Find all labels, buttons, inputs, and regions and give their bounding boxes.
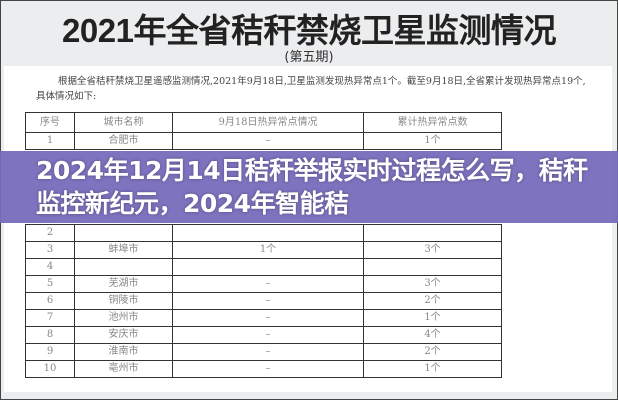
table-cell: 芜湖市 — [74, 275, 173, 293]
table-cell: 2个 — [363, 343, 502, 361]
table-cell: 合肥市 — [74, 132, 173, 150]
table-cell: 淮南市 — [74, 343, 173, 361]
table-cell: 1个 — [172, 241, 364, 259]
column-header: 累计热异常点数 — [363, 112, 502, 133]
table-cell: – — [172, 309, 364, 327]
table-cell — [172, 258, 364, 276]
document-subtitle: (第五期) — [284, 50, 334, 65]
table-cell — [363, 224, 502, 242]
table-cell: – — [172, 292, 364, 310]
table-cell: 亳州市 — [74, 360, 173, 378]
table-cell: 3个 — [363, 241, 502, 259]
table-cell: 2 — [25, 224, 75, 242]
table-cell: 7 — [25, 309, 75, 327]
table-cell: 8 — [25, 326, 75, 344]
table-cell — [172, 224, 364, 242]
headline-text: 2024年12月14日秸秆举报实时过程怎么写，秸秆监控新纪元，2024年智能秸 — [36, 156, 588, 218]
table-row: 8 安庆市 –4个 — [25, 326, 502, 344]
column-header: 序号 — [25, 112, 75, 133]
table-cell: 10 — [25, 360, 75, 378]
table-cell: 6 — [25, 292, 75, 310]
table-cell: 3个 — [363, 275, 502, 293]
intro-paragraph: 根据全省秸秆禁烧卫星遥感监测情况,2021年9月18日,卫星监测发现热异常点1个… — [36, 76, 586, 102]
table-cell: 5 — [25, 275, 75, 293]
column-header: 城市名称 — [74, 112, 173, 133]
headline-banner: 2024年12月14日秸秆举报实时过程怎么写，秸秆监控新纪元，2024年智能秸 — [0, 151, 618, 223]
table-cell: 1个 — [363, 309, 502, 327]
table-cell: 4 — [25, 258, 75, 276]
table-cell: 蚌埠市 — [74, 241, 173, 259]
table-cell — [74, 258, 173, 276]
table-row: 4 — [25, 258, 502, 276]
hotspot-table-top: 序号 城市名称 9月18日热异常点情况 累计热异常点数 1 合肥市 –1个 — [25, 112, 502, 150]
table-row: 6 铜陵市 –2个 — [25, 292, 502, 310]
table-row: 1 合肥市 –1个 — [25, 132, 502, 150]
table-cell: 9 — [25, 343, 75, 361]
table-cell — [363, 258, 502, 276]
table-cell: 池州市 — [74, 309, 173, 327]
table-header-row: 序号 城市名称 9月18日热异常点情况 累计热异常点数 — [25, 112, 502, 133]
table-cell: 3 — [25, 241, 75, 259]
table-cell: – — [172, 275, 364, 293]
table-cell: 1个 — [363, 360, 502, 378]
table-cell: – — [172, 360, 364, 378]
document-title: 2021年全省秸秆禁烧卫星监测情况 — [62, 12, 556, 49]
table-row: 2 — [25, 224, 502, 242]
table-row: 7 池州市 –1个 — [25, 309, 502, 327]
table-cell: 1个 — [363, 132, 502, 150]
table-cell: 1 — [25, 132, 75, 150]
table-cell: 铜陵市 — [74, 292, 173, 310]
table-row: 3 蚌埠市 1个 3个 — [25, 241, 502, 259]
table-cell: 2个 — [363, 292, 502, 310]
column-header: 9月18日热异常点情况 — [172, 112, 364, 133]
table-row: 10 亳州市 –1个 — [25, 360, 502, 378]
table-cell: 安庆市 — [74, 326, 173, 344]
table-row: 9 淮南市 –2个 — [25, 343, 502, 361]
table-row: 5 芜湖市 –3个 — [25, 275, 502, 293]
table-and-banner: 序号 城市名称 9月18日热异常点情况 累计热异常点数 1 合肥市 –1个 2024年12… — [0, 112, 618, 378]
table-cell: 4个 — [363, 326, 502, 344]
table-cell: – — [172, 326, 364, 344]
table-cell: – — [172, 132, 364, 150]
table-cell — [74, 224, 173, 242]
table-cell: – — [172, 343, 364, 361]
hotspot-table-bottom: 2 3 蚌埠市 1个 3个 4 5 芜湖市 –3个 6 铜陵市 –2个 7 池州市 –1个 8 安庆市 –4个 9 淮… — [25, 224, 502, 378]
